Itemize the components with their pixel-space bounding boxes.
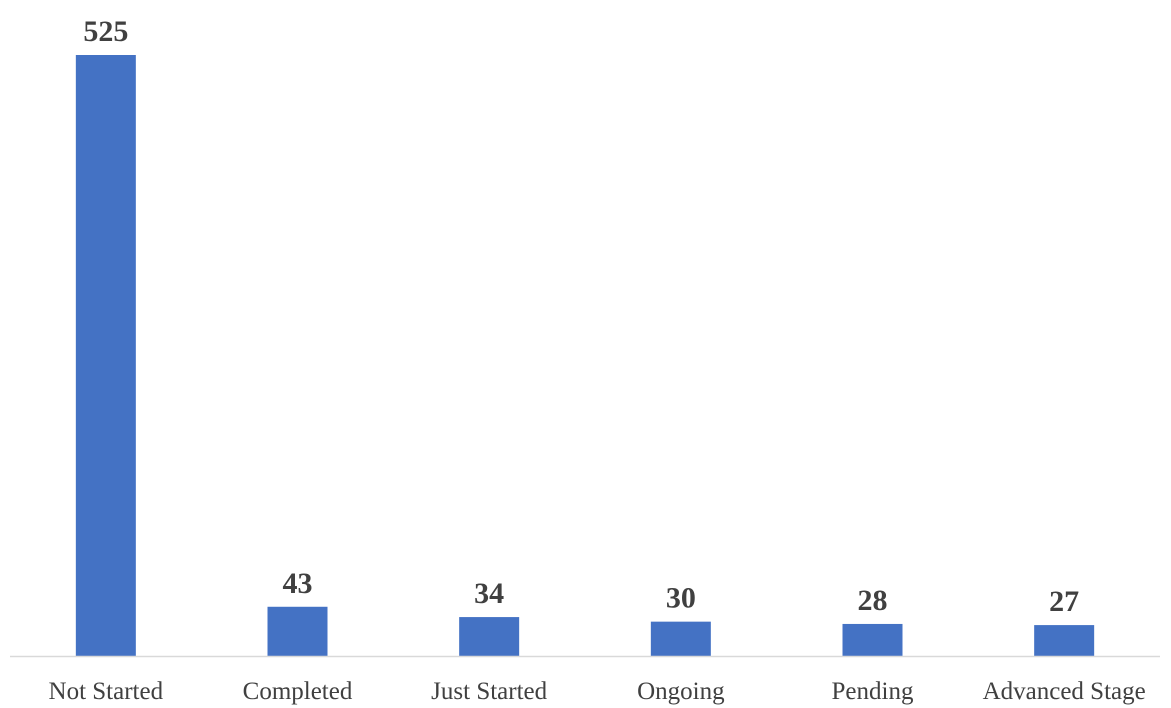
data-label-just-started: 34 — [474, 577, 504, 610]
x-tick-label-ongoing: Ongoing — [637, 678, 725, 705]
x-tick-label-advanced-stage: Advanced Stage — [983, 678, 1146, 705]
x-tick-label-not-started: Not Started — [49, 678, 164, 705]
x-tick-label-pending: Pending — [832, 678, 914, 705]
bar-completed — [267, 606, 328, 656]
data-label-completed: 43 — [283, 567, 313, 600]
data-label-ongoing: 30 — [666, 582, 696, 615]
x-tick-label-completed: Completed — [243, 678, 353, 705]
bars-layer — [75, 55, 1095, 656]
category-labels-layer: Not Started Completed Just Started Ongoing P… — [49, 678, 1146, 705]
bar-ongoing — [650, 621, 711, 656]
bar-not-started — [75, 55, 136, 656]
bar-just-started — [459, 617, 520, 656]
x-tick-label-just-started: Just Started — [431, 678, 547, 705]
value-labels-layer: 525 43 34 30 28 27 — [83, 15, 1079, 618]
bar-pending — [842, 623, 903, 656]
bar-advanced-stage — [1034, 625, 1095, 656]
data-label-advanced-stage: 27 — [1049, 585, 1079, 618]
data-label-pending: 28 — [858, 584, 888, 617]
data-label-not-started: 525 — [83, 15, 128, 48]
